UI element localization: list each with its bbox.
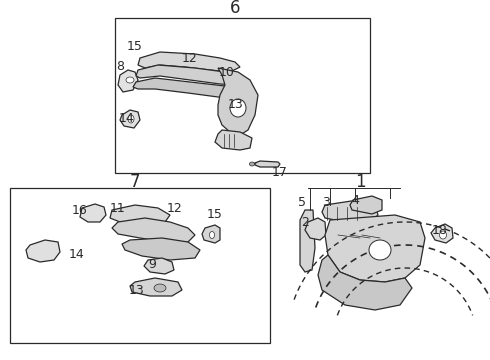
Text: 12: 12: [167, 202, 183, 215]
Text: 13: 13: [129, 284, 145, 297]
Text: 10: 10: [219, 67, 235, 80]
Ellipse shape: [128, 115, 134, 123]
Text: 13: 13: [228, 99, 244, 112]
Text: 3: 3: [322, 195, 330, 208]
Text: 15: 15: [207, 208, 223, 221]
Polygon shape: [112, 218, 195, 242]
Text: 16: 16: [72, 204, 88, 217]
Polygon shape: [218, 68, 258, 135]
Bar: [115, 18, 370, 173]
Text: 11: 11: [110, 202, 126, 215]
Polygon shape: [130, 278, 182, 296]
Polygon shape: [215, 130, 252, 150]
Polygon shape: [120, 110, 140, 128]
Ellipse shape: [249, 162, 254, 166]
Text: 1: 1: [355, 173, 366, 191]
Polygon shape: [26, 240, 60, 262]
Text: 14: 14: [69, 248, 85, 261]
Text: 6: 6: [230, 0, 240, 17]
Ellipse shape: [126, 77, 134, 83]
Polygon shape: [110, 205, 170, 225]
Polygon shape: [136, 65, 240, 85]
Text: 7: 7: [130, 173, 140, 191]
Polygon shape: [122, 238, 200, 260]
Bar: [10, 188, 270, 343]
Ellipse shape: [369, 240, 391, 260]
Text: 8: 8: [116, 60, 124, 73]
Polygon shape: [300, 210, 315, 272]
Polygon shape: [80, 204, 106, 222]
Polygon shape: [431, 224, 453, 243]
Polygon shape: [118, 70, 138, 92]
Text: 9: 9: [148, 258, 156, 271]
Polygon shape: [202, 225, 220, 243]
Ellipse shape: [210, 231, 215, 238]
Text: 5: 5: [298, 195, 306, 208]
Ellipse shape: [154, 284, 166, 292]
Polygon shape: [350, 196, 382, 214]
Polygon shape: [255, 161, 280, 167]
Polygon shape: [133, 78, 238, 98]
Text: 15: 15: [127, 40, 143, 54]
Text: 12: 12: [182, 51, 198, 64]
Polygon shape: [318, 255, 412, 310]
Ellipse shape: [440, 231, 446, 239]
Text: 14: 14: [119, 112, 135, 125]
Text: 18: 18: [432, 224, 448, 237]
Polygon shape: [138, 52, 240, 72]
Ellipse shape: [230, 99, 246, 117]
Polygon shape: [325, 215, 425, 282]
Text: 17: 17: [272, 166, 288, 179]
Text: 4: 4: [351, 194, 359, 207]
Polygon shape: [305, 218, 326, 240]
Polygon shape: [322, 200, 378, 222]
Text: 2: 2: [301, 216, 309, 229]
Polygon shape: [144, 258, 174, 274]
